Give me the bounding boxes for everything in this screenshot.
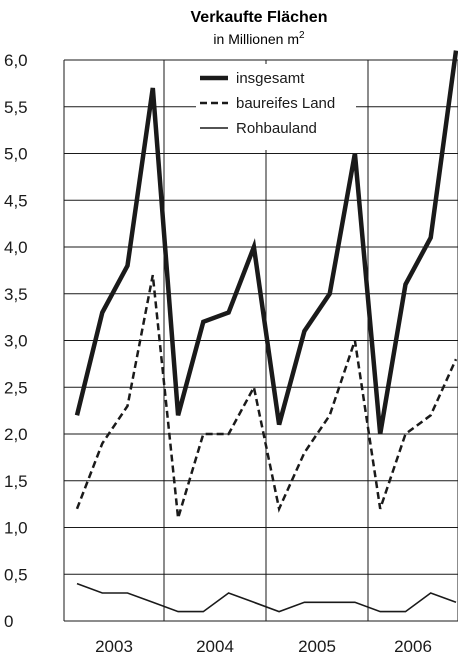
- x-tick-label: 2003: [95, 637, 133, 656]
- series-lines: [74, 50, 458, 613]
- series-line-thick: [74, 50, 458, 435]
- chart-title: Verkaufte Flächen: [191, 9, 328, 26]
- y-tick-label: 2,5: [4, 378, 28, 397]
- x-tick-label: 2005: [298, 637, 336, 656]
- y-tick-label: 3,5: [4, 285, 28, 304]
- y-tick-label: 0: [4, 612, 13, 631]
- y-tick-label: 3,0: [4, 332, 28, 351]
- y-tick-label: 4,0: [4, 238, 28, 257]
- y-tick-label: 5,0: [4, 145, 28, 164]
- y-tick-label: 5,5: [4, 98, 28, 117]
- series-line-thin: [76, 582, 457, 613]
- chart-subtitle: in Millionen m2: [213, 30, 305, 47]
- axis-labels: 6,0 5,5 5,0 4,5 4,0 3,5 3,0 2,5 2,0 1,5 1,0 0,5 0 200…: [4, 51, 432, 656]
- legend-label: baureifes Land: [236, 95, 335, 112]
- series-line-dashed: [75, 274, 458, 519]
- x-tick-label: 2004: [196, 637, 234, 656]
- legend: insgesamt baureifes Land Rohbauland: [196, 64, 356, 150]
- y-tick-label: 2,0: [4, 425, 28, 444]
- legend-label: Rohbauland: [236, 120, 317, 137]
- y-tick-label: 6,0: [4, 51, 28, 70]
- subtitle-superscript: 2: [299, 30, 305, 41]
- y-tick-label: 1,0: [4, 519, 28, 538]
- legend-label: insgesamt: [236, 70, 305, 87]
- y-tick-label: 4,5: [4, 191, 28, 210]
- x-tick-label: 2006: [394, 637, 432, 656]
- y-tick-label: 1,5: [4, 472, 28, 491]
- y-tick-label: 0,5: [4, 565, 28, 584]
